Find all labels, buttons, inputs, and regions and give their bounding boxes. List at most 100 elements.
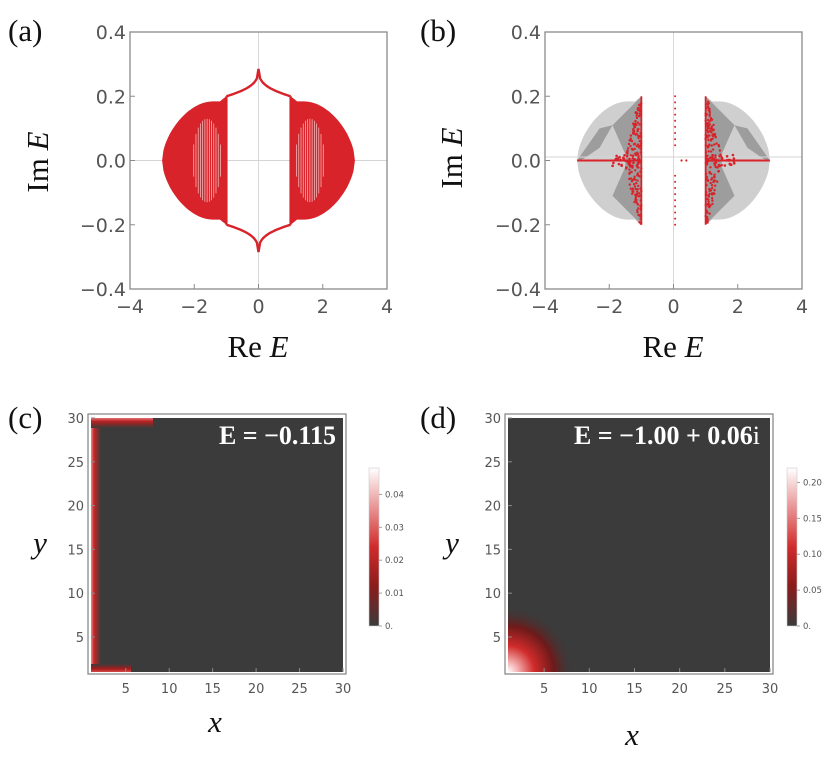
spectrum-point [638,112,641,115]
y-tick-label: 30 [67,412,84,427]
spectrum-point [706,118,710,122]
y-tick-label: 20 [67,500,84,515]
x-tick-label: 4 [381,296,393,318]
spectrum-point [640,167,643,170]
colorbar-tick-label: 0.15 [803,514,822,524]
spectrum-point [635,182,638,185]
spectrum-point [616,157,620,160]
colorbar-tick-labels: 0. 0.05 0.10 0.15 0.20 [797,478,822,632]
spectrum-point [718,155,721,158]
y-tick-label: 10 [484,587,501,602]
x-tick-label: 15 [626,682,643,697]
spectrum-point [629,137,633,140]
spectrum-point [637,166,640,169]
spectrum-point [707,205,710,208]
spectrum-point [712,191,715,195]
spectrum-point [632,177,636,181]
x-tick-labels: −4 −2 0 2 4 [116,284,393,318]
spectrum-point [632,143,636,146]
spectrum-point [716,180,719,183]
spectrum-point [628,171,631,175]
spectrum-point [640,190,643,193]
spectrum-point [674,125,677,128]
spectrum-point [674,174,677,177]
panel-d-heatmap: (d) E = −1.00 + 0.06i 5 10 15 20 25 30 5 10 15 2… [420,400,822,752]
y-tick-label: 10 [67,587,84,602]
y-tick-label: 0.0 [96,151,126,173]
spectrum-point [708,189,711,193]
spectrum-point [623,153,626,157]
spectrum-point [705,215,709,219]
spectrum-point [714,136,717,139]
colorbar-tick-label: 0.05 [803,586,822,596]
spectrum-point [706,211,709,214]
spectrum-point [612,161,615,165]
spectrum-point [713,173,716,176]
x-tick-label: 0 [252,296,264,318]
x-title-main: Re [227,329,269,364]
spectrum-point [706,103,710,106]
spectrum-point [706,122,709,125]
x-tick-label: 25 [291,682,308,697]
center-outline-bottom [226,223,291,253]
spectrum-point [622,156,625,160]
spectrum-point [711,202,714,206]
colorbar-tick-label: 0.02 [385,556,404,566]
y-axis-title: y [30,525,47,560]
spectrum-point [633,185,637,188]
spectrum-point [674,113,677,116]
y-tick-label: 25 [484,456,501,471]
spectrum-point [705,197,709,201]
energy-annotation-unit: i [753,421,760,450]
spectrum-point [711,133,715,137]
y-tick-label: 15 [484,543,501,558]
spectrum-point [680,159,683,162]
spectrum-point [631,192,634,195]
spectrum-marks [577,95,770,226]
spectrum-point [674,211,677,214]
spectrum-point [710,177,714,180]
spectrum-point [707,138,710,142]
y-title-main: Im [20,150,55,192]
colorbar-tick-label: 0.04 [385,490,404,500]
spectrum-point [717,159,721,162]
edge-mode-top [91,418,153,428]
x-tick-label: 2 [732,296,744,318]
spectrum-point [706,154,709,158]
spectrum-point [633,175,636,179]
spectrum-point [620,164,623,168]
spectrum-point [636,172,640,175]
spectrum-point [636,121,640,124]
x-tick-label: 4 [796,296,808,318]
panel-a-spectrum: (a) −0.4 −0.2 0.0 0.2 0.4 −4 −2 0 2 4 Im E Re E [8,13,393,364]
spectrum-point [707,200,710,203]
spectrum-point [639,141,643,145]
x-tick-label: 20 [671,682,688,697]
energy-annotation: E = −0.115 [219,421,336,450]
spectrum-point [631,164,634,168]
spectrum-point [709,139,713,142]
x-axis-title: x [207,704,222,739]
spectrum-point [731,153,735,157]
spectrum-point [637,207,640,210]
spectrum-point [711,155,714,159]
spectrum-point [707,150,710,153]
spectrum-point [635,192,639,196]
spectrum-point [707,130,710,133]
spectrum-point [629,139,632,142]
spectrum-point [708,127,712,130]
spectrum-point [629,187,633,190]
x-title-var: E [269,329,289,364]
spectrum-point [674,107,677,110]
spectrum-point [710,128,713,132]
y-tick-label: 5 [493,631,501,646]
spectrum-point [674,101,677,104]
y-tick-label: 0.4 [511,22,541,44]
spectrum-point [631,187,635,190]
spectrum-point [713,184,717,187]
corner-mode [508,606,574,672]
spectrum-point [719,153,722,156]
x-tick-label: 25 [717,682,734,697]
y-tick-label: −0.4 [80,279,126,301]
